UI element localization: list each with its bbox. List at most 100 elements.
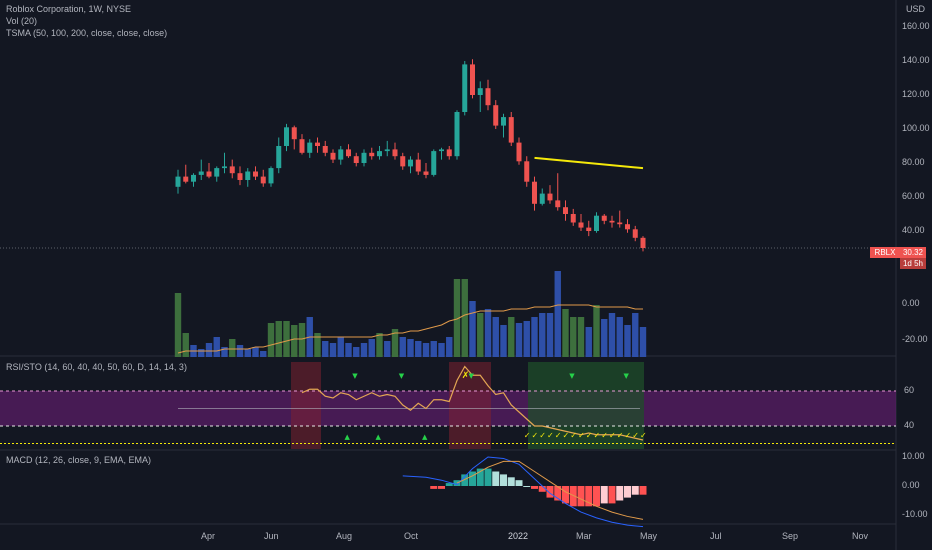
volume-bar — [484, 309, 492, 357]
candle-body — [563, 207, 568, 214]
x-tick-8: Sep — [782, 531, 799, 541]
candle-body — [237, 173, 243, 180]
macd-histogram-bar — [554, 486, 562, 501]
candle-body — [361, 152, 367, 163]
volume-bar — [554, 271, 561, 357]
candle-body — [501, 117, 506, 126]
volume-bar — [345, 343, 352, 357]
volume-bar — [477, 313, 484, 357]
candle-body — [353, 156, 359, 163]
volume-bar — [368, 339, 375, 357]
check-marker-icon: ✓ — [570, 431, 577, 440]
check-marker-icon: ✓ — [547, 431, 554, 440]
buy-marker-icon: ▲ — [422, 433, 428, 441]
volume-bar — [283, 321, 290, 357]
volume-bar — [515, 323, 523, 357]
candle-body — [477, 88, 483, 95]
candle-body — [222, 166, 227, 169]
macd-tick-2: -10.00 — [902, 509, 928, 519]
volume-bar — [624, 325, 631, 357]
volume-bar — [531, 317, 538, 357]
candle-body — [245, 171, 251, 180]
macd-histogram-bar — [608, 486, 616, 504]
volume-bar — [291, 325, 298, 357]
volume-bar — [213, 337, 220, 357]
volume-bar — [360, 343, 368, 357]
macd-histogram-bar — [476, 468, 484, 486]
candle-body — [609, 220, 615, 223]
macd-histogram-bar — [577, 486, 585, 507]
cross-marker-icon: ✗ — [462, 371, 470, 381]
signal-line — [456, 460, 644, 520]
candle-body — [307, 142, 313, 153]
macd-histogram-bar — [469, 471, 476, 486]
x-tick-3: Oct — [404, 531, 419, 541]
macd-histogram-bar — [484, 468, 492, 486]
volume-bar — [453, 279, 461, 357]
volume-bar — [523, 321, 530, 357]
macd-histogram-bar — [639, 486, 647, 495]
volume-bar — [229, 339, 236, 357]
vol-tick-1: -20.00 — [902, 334, 928, 344]
candle-body — [547, 193, 553, 201]
macd-histogram-bar — [523, 486, 531, 487]
candle-body — [539, 193, 545, 204]
macd-histogram-bar — [430, 486, 438, 489]
volume-bar — [205, 343, 213, 357]
candle-body — [594, 215, 599, 231]
x-tick-4: 2022 — [508, 531, 529, 541]
candle-body — [183, 176, 189, 182]
candle-body — [253, 171, 258, 177]
volume-bar — [353, 347, 360, 357]
candle-body — [214, 168, 220, 177]
macd-histogram-bar — [438, 486, 445, 489]
macd-label: MACD (12, 26, close, 9, EMA, EMA) — [6, 455, 152, 465]
volume-bar — [182, 333, 189, 357]
candle-body — [175, 176, 181, 187]
candle-body — [570, 214, 576, 223]
candle-body — [260, 176, 266, 184]
macd-histogram-bar — [531, 486, 538, 489]
macd-histogram-bar — [538, 486, 546, 492]
check-marker-icon: ✓ — [586, 431, 593, 440]
check-marker-icon: ✓ — [539, 431, 546, 440]
macd-histogram-bar — [585, 486, 593, 507]
candle-body — [462, 64, 468, 112]
volume-bar — [337, 337, 344, 357]
price-tick-3: 100.00 — [902, 123, 930, 133]
check-marker-icon: ✓ — [555, 431, 562, 440]
volume-bar — [221, 347, 228, 357]
candle-body — [493, 105, 499, 126]
macd-histogram-bar — [631, 486, 639, 495]
candle-body — [439, 149, 444, 152]
volume-bar — [616, 317, 623, 357]
candle-body — [276, 146, 282, 169]
macd-histogram-bar — [624, 486, 631, 498]
price-tag: 30.32 — [900, 247, 926, 258]
symbol-tag: RBLX — [870, 247, 900, 258]
candle-body — [408, 159, 413, 167]
check-marker-icon: ✓ — [524, 431, 531, 440]
tsma-label: TSMA (50, 100, 200, close, close, close) — [6, 28, 168, 38]
volume-bar — [492, 317, 499, 357]
candle-body — [586, 227, 592, 231]
candle-body — [322, 146, 328, 153]
volume-bar — [260, 351, 267, 357]
check-marker-icon: ✓ — [601, 431, 608, 440]
volume-bar — [438, 343, 445, 357]
volume-bar — [632, 313, 639, 357]
price-tick-0: 160.00 — [902, 21, 930, 31]
candle-body — [315, 142, 320, 146]
volume-bar — [415, 341, 422, 357]
volume-bar — [539, 313, 546, 357]
macd-histogram-bar — [562, 486, 569, 504]
candle-body — [470, 64, 475, 95]
x-tick-9: Nov — [852, 531, 869, 541]
candle-body — [198, 171, 204, 175]
currency-label: USD — [906, 4, 926, 14]
price-tick-4: 80.00 — [902, 157, 925, 167]
check-marker-icon: ✓ — [578, 431, 585, 440]
macd-histogram-bar — [445, 483, 453, 486]
volume-bar — [314, 333, 321, 357]
